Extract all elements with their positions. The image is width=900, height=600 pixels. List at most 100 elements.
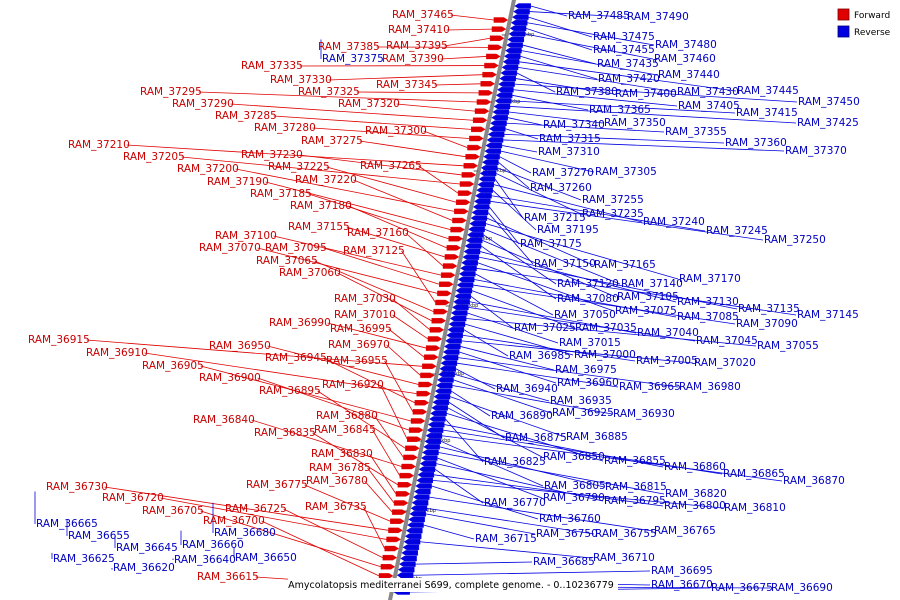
gene-label[interactable]: RAM_37345 [376,79,438,91]
gene-feature[interactable] [456,282,474,288]
gene-label[interactable]: RAM_37205 [123,151,185,163]
gene-label[interactable]: RAM_37140 [621,278,683,290]
gene-feature[interactable] [507,36,525,43]
gene-label[interactable]: RAM_36965 [619,381,681,393]
gene-label[interactable]: RAM_37285 [215,110,277,122]
gene-label[interactable]: RAM_36695 [651,565,713,577]
gene-label[interactable]: RAM_37395 [386,40,448,52]
gene-feature[interactable] [457,276,475,283]
gene-label[interactable]: RAM_36730 [46,481,108,493]
gene-label[interactable]: RAM_36970 [328,339,390,351]
gene-label[interactable]: RAM_36705 [142,505,204,517]
gene-feature[interactable] [404,533,422,539]
gene-label[interactable]: RAM_37460 [654,53,716,65]
gene-label[interactable]: RAM_37325 [298,86,360,98]
gene-feature[interactable] [478,90,494,96]
gene-label[interactable]: RAM_37280 [254,122,316,134]
gene-label[interactable]: RAM_36930 [613,408,675,420]
gene-label[interactable]: RAM_37275 [301,135,363,147]
gene-label[interactable]: RAM_36890 [491,410,553,422]
gene-feature[interactable] [472,117,488,123]
gene-feature[interactable] [407,436,422,442]
gene-feature[interactable] [455,199,471,205]
gene-label[interactable]: RAM_36800 [664,500,726,512]
gene-feature[interactable] [461,172,477,178]
gene-label[interactable]: RAM_36935 [550,395,612,407]
gene-feature[interactable] [446,245,462,251]
gene-feature[interactable] [469,135,484,142]
gene-feature[interactable] [494,98,512,104]
gene-feature[interactable] [433,308,448,315]
gene-feature[interactable] [429,416,446,422]
gene-feature[interactable] [461,260,478,266]
gene-feature[interactable] [477,181,495,188]
gene-feature[interactable] [487,131,505,138]
gene-label[interactable]: RAM_36755 [595,528,657,540]
gene-feature[interactable] [430,410,447,417]
gene-label[interactable]: RAM_37005 [636,355,698,367]
gene-label[interactable]: RAM_37490 [627,11,689,23]
gene-label[interactable]: RAM_37375 [322,53,384,65]
gene-label[interactable]: RAM_37290 [172,98,234,110]
gene-label[interactable]: RAM_36960 [557,377,619,389]
gene-label[interactable]: RAM_37145 [797,309,859,321]
gene-feature[interactable] [427,421,445,428]
gene-feature[interactable] [397,566,415,573]
gene-label[interactable]: RAM_36780 [306,475,368,487]
gene-label[interactable]: RAM_37340 [543,119,605,131]
gene-label[interactable]: RAM_36810 [724,502,786,514]
gene-feature[interactable] [471,209,489,216]
gene-feature[interactable] [419,460,437,467]
gene-feature[interactable] [426,427,444,433]
gene-label[interactable]: RAM_36870 [783,475,845,487]
gene-label[interactable]: RAM_37080 [557,293,619,305]
gene-label[interactable]: RAM_36685 [533,556,595,568]
gene-feature[interactable] [439,366,456,372]
gene-label[interactable]: RAM_37085 [677,311,739,323]
gene-feature[interactable] [400,555,417,562]
gene-feature[interactable] [501,64,519,71]
gene-label[interactable]: RAM_36805 [544,480,606,492]
gene-feature[interactable] [482,71,497,78]
gene-feature[interactable] [382,554,398,561]
gene-feature[interactable] [441,354,459,361]
gene-label[interactable]: RAM_36625 [53,553,115,565]
gene-label[interactable]: RAM_37075 [615,305,677,317]
gene-feature[interactable] [493,17,509,23]
gene-feature[interactable] [403,454,418,461]
gene-label[interactable]: RAM_37010 [334,309,396,321]
gene-label[interactable]: RAM_37250 [764,234,826,246]
gene-feature[interactable] [408,427,424,433]
gene-label[interactable]: RAM_37440 [658,69,720,81]
gene-feature[interactable] [450,310,468,316]
gene-feature[interactable] [416,390,432,397]
gene-label[interactable]: RAM_37055 [757,340,819,352]
gene-feature[interactable] [487,44,503,51]
gene-feature[interactable] [514,3,531,9]
gene-feature[interactable] [427,336,443,342]
gene-label[interactable]: RAM_36835 [254,427,316,439]
gene-feature[interactable] [378,573,394,579]
gene-label[interactable]: RAM_37355 [665,126,727,138]
gene-feature[interactable] [510,20,528,26]
gene-feature[interactable] [435,299,450,306]
gene-label[interactable]: RAM_36855 [604,455,666,467]
gene-label[interactable]: RAM_36620 [113,562,175,574]
gene-feature[interactable] [459,271,476,277]
gene-label[interactable]: RAM_36725 [225,503,287,515]
gene-feature[interactable] [386,536,401,543]
gene-label[interactable]: RAM_36880 [316,410,378,422]
gene-label[interactable]: RAM_36875 [505,432,567,444]
gene-label[interactable]: RAM_36840 [193,414,255,426]
gene-label[interactable]: RAM_36660 [182,539,244,551]
gene-feature[interactable] [411,500,429,506]
gene-label[interactable]: RAM_36675 [711,582,773,594]
gene-feature[interactable] [440,360,458,366]
gene-feature[interactable] [415,483,432,489]
gene-label[interactable]: RAM_36920 [322,379,384,391]
gene-label[interactable]: RAM_37450 [798,96,860,108]
gene-feature[interactable] [417,472,435,478]
gene-feature[interactable] [444,254,460,260]
gene-feature[interactable] [403,539,421,545]
gene-label[interactable]: RAM_37265 [360,160,422,172]
